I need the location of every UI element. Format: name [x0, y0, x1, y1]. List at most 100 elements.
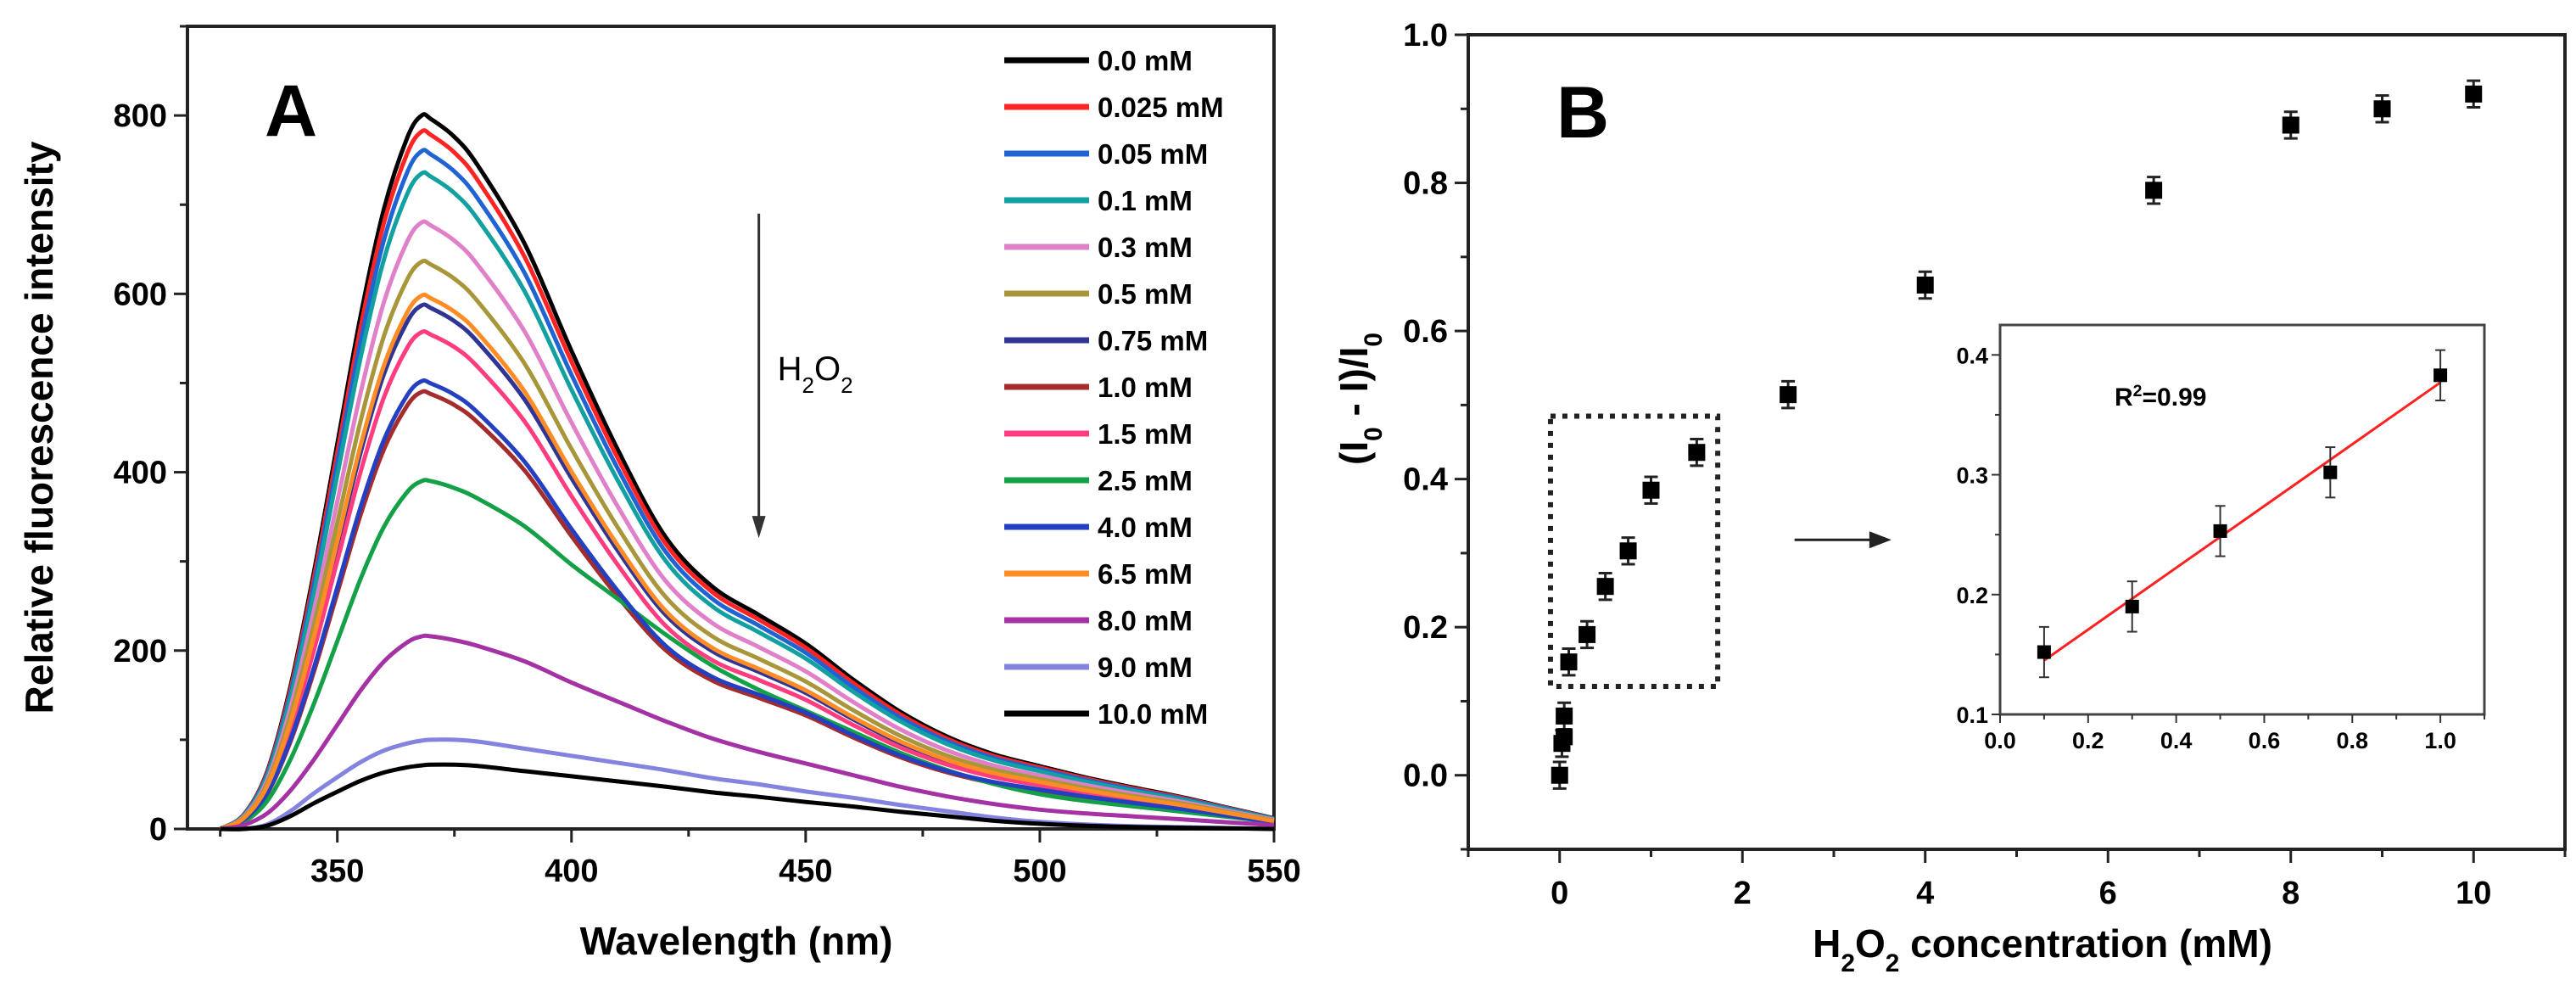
x-tick-label: 0.2	[2072, 728, 2104, 753]
marker-square	[1551, 766, 1568, 784]
data-point	[1688, 438, 1706, 468]
spectrum-line-10-0-mM	[220, 762, 1275, 831]
panel-b-quenching-chart: 0 2 4 6 8 10 0.0 0.2 0.4 0.6 0.8 1.0 H2O2 concentrat…	[1332, 18, 2567, 977]
y-tick-label: 0	[149, 812, 167, 848]
marker-square	[1560, 653, 1578, 671]
y-axis-title: Relative fluorescence intensity	[17, 141, 61, 714]
data-point	[2434, 349, 2448, 401]
x-tick-label: 2	[1734, 876, 1752, 911]
marker-square	[2323, 465, 2338, 479]
r-squared-label: R2=0.99	[2115, 382, 2206, 412]
y-tick-label: 0.6	[1403, 314, 1448, 350]
marker-square	[2465, 85, 2483, 103]
inset-frame	[1998, 323, 2486, 716]
x-tick-label: 10	[2456, 876, 2491, 911]
panel-b-inset-linear-fit: 0.0 0.2 0.4 0.6 0.8 1.0 0.1 0.2 0.3 0.4 R2=0.99	[1956, 323, 2486, 753]
y-tick-label: 0.1	[1956, 703, 1988, 728]
x-tick-label: 0.0	[1984, 728, 2016, 753]
x-tick-label: 450	[779, 854, 832, 889]
legend-label: 0.025 mM	[1098, 92, 1224, 123]
panel-label-a: A	[265, 70, 317, 152]
x-tick-label: 0	[1551, 876, 1568, 911]
marker-square	[2125, 599, 2139, 613]
legend-label: 0.3 mM	[1098, 232, 1193, 263]
x-tick-label: 6	[2099, 876, 2117, 911]
legend-label: 0.5 mM	[1098, 278, 1193, 310]
legend-label: 1.0 mM	[1098, 372, 1193, 403]
y-tick-label: 200	[114, 634, 167, 669]
y-axis-title: (I0 - I)/I0	[1332, 333, 1388, 465]
panel-a-spectra-chart: 350 400 450 500 550 0 200 400 600 800 Wavelength (…	[17, 25, 1301, 963]
data-point	[1642, 475, 1660, 505]
marker-square	[1642, 481, 1660, 499]
data-point	[1579, 619, 1596, 650]
x-tick-label: 0.8	[2336, 728, 2368, 753]
y-tick-label: 1.0	[1403, 18, 1448, 53]
data-point	[2125, 580, 2139, 633]
x-tick-label: 500	[1013, 854, 1066, 889]
data-point	[2145, 176, 2163, 205]
y-tick-label: 0.0	[1403, 759, 1448, 794]
marker-square	[2037, 645, 2051, 659]
spectrum-line-2-5-mM	[219, 478, 1275, 831]
arrowhead-icon	[752, 516, 766, 539]
x-tick-label: 4	[1916, 876, 1934, 911]
zoom-region-box	[1547, 413, 1721, 689]
spectrum-line-0-5-mM	[219, 258, 1275, 831]
data-point	[1596, 571, 1614, 602]
marker-square	[1619, 542, 1637, 560]
spectrum-line-8-0-mM	[220, 633, 1275, 831]
spectrum-line-6-5-mM	[219, 292, 1275, 831]
legend-label: 1.5 mM	[1098, 418, 1193, 450]
marker-square	[1780, 386, 1797, 404]
data-point	[1619, 536, 1637, 566]
data-point	[2282, 110, 2299, 140]
y-tick-label: 800	[114, 98, 167, 134]
y-tick-label: 400	[114, 456, 167, 491]
marker-square	[2373, 100, 2391, 118]
marker-square	[2213, 523, 2227, 538]
marker-square	[1688, 444, 1706, 462]
spectrum-line-1-5-mM	[219, 329, 1275, 831]
legend-label: 0.05 mM	[1098, 138, 1208, 170]
data-point	[2465, 79, 2483, 109]
data-point	[1551, 760, 1568, 790]
y-tick-label: 0.4	[1956, 343, 1988, 368]
marker-square	[2282, 116, 2299, 134]
legend-label: 10.0 mM	[1098, 698, 1208, 730]
x-tick-label: 400	[545, 854, 598, 889]
legend-label: 8.0 mM	[1098, 605, 1193, 636]
data-point	[2373, 94, 2391, 124]
legend-label: 9.0 mM	[1098, 652, 1193, 683]
x-axis-title: Wavelength (nm)	[580, 919, 893, 963]
legend-label: 0.0 mM	[1098, 45, 1193, 76]
marker-square	[1579, 625, 1596, 643]
data-point	[2213, 505, 2227, 557]
legend-label: 0.1 mM	[1098, 185, 1193, 216]
marker-square	[1916, 276, 1934, 294]
x-axis-title: H2O2 concentration (mM)	[1813, 921, 2272, 977]
y-tick-label: 600	[114, 277, 167, 312]
x-tick-label: 0.4	[2160, 728, 2193, 753]
legend-label: 2.5 mM	[1098, 465, 1193, 496]
legend-label: 6.5 mM	[1098, 558, 1193, 590]
data-point	[2037, 625, 2051, 679]
x-tick-label: 8	[2282, 876, 2299, 911]
y-tick-label: 0.2	[1403, 610, 1448, 646]
panel-label-b: B	[1556, 72, 1609, 154]
y-tick-label: 0.3	[1956, 463, 1988, 489]
x-tick-label: 550	[1247, 854, 1300, 889]
marker-square	[1556, 707, 1573, 725]
marker-square	[1596, 578, 1614, 596]
data-point	[1560, 647, 1578, 677]
linear-fit-line	[2043, 381, 2441, 662]
x-tick-label: 1.0	[2424, 728, 2456, 753]
legend: 0.0 mM 0.025 mM 0.05 mM 0.1 mM 0.3 mM 0.5 mM 0…	[1004, 45, 1224, 730]
plot-frame	[186, 25, 1276, 831]
legend-label: 0.75 mM	[1098, 325, 1208, 356]
data-point	[2323, 446, 2338, 499]
legend-label: 4.0 mM	[1098, 512, 1193, 543]
x-tick-label: 0.6	[2249, 728, 2281, 753]
y-tick-label: 0.8	[1403, 166, 1448, 202]
h2o2-annotation: H2O2	[778, 350, 853, 398]
